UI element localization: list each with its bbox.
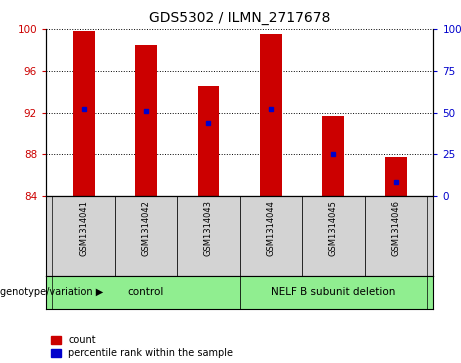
- Legend: count, percentile rank within the sample: count, percentile rank within the sample: [51, 335, 233, 358]
- Text: NELF B subunit deletion: NELF B subunit deletion: [271, 287, 396, 297]
- Text: GSM1314043: GSM1314043: [204, 200, 213, 256]
- Bar: [53, 276, 240, 309]
- Bar: [260, 34, 282, 196]
- Text: genotype/variation ▶: genotype/variation ▶: [0, 287, 103, 297]
- Text: control: control: [128, 287, 164, 297]
- Bar: [115, 196, 177, 276]
- Text: GSM1314044: GSM1314044: [266, 200, 276, 256]
- Bar: [73, 31, 95, 196]
- Bar: [240, 196, 302, 276]
- Bar: [302, 196, 365, 276]
- Text: GSM1314045: GSM1314045: [329, 200, 338, 256]
- Bar: [135, 45, 157, 196]
- Text: GSM1314042: GSM1314042: [142, 200, 151, 256]
- Bar: [323, 116, 344, 196]
- Title: GDS5302 / ILMN_2717678: GDS5302 / ILMN_2717678: [149, 11, 331, 25]
- Bar: [177, 196, 240, 276]
- Bar: [385, 158, 407, 196]
- Text: GSM1314041: GSM1314041: [79, 200, 88, 256]
- Text: GSM1314046: GSM1314046: [391, 200, 400, 256]
- Bar: [365, 196, 427, 276]
- Bar: [198, 86, 219, 196]
- Bar: [240, 276, 427, 309]
- Bar: [53, 196, 115, 276]
